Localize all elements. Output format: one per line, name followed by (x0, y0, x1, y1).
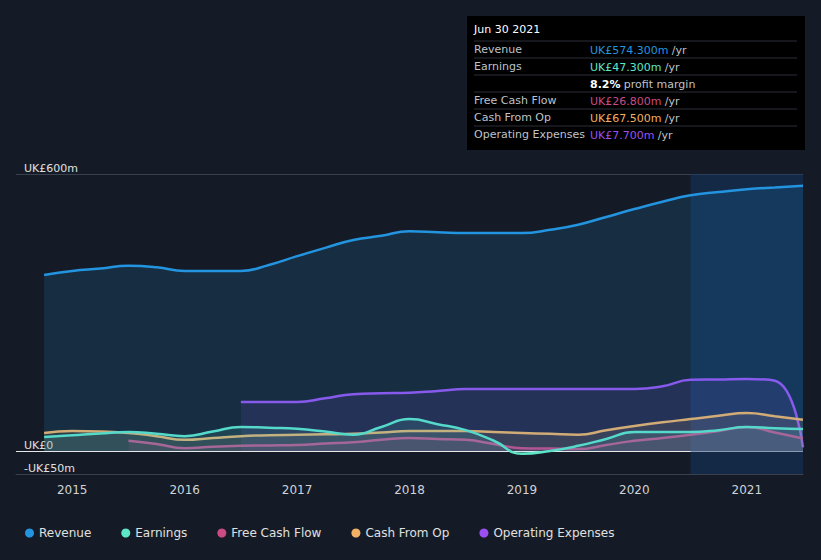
svg-text:2020: 2020 (619, 483, 650, 497)
svg-text:Cash From Op: Cash From Op (365, 526, 449, 540)
svg-text:/yr: /yr (658, 129, 673, 142)
svg-text:Operating Expenses: Operating Expenses (493, 526, 614, 540)
svg-text:/yr: /yr (665, 112, 680, 125)
svg-text:Cash From Op: Cash From Op (474, 111, 551, 124)
svg-text:2018: 2018 (394, 483, 425, 497)
svg-text:Revenue: Revenue (39, 526, 91, 540)
svg-text:8.2%: 8.2% (590, 78, 621, 91)
svg-text:UK£67.500m: UK£67.500m (590, 112, 661, 125)
svg-text:/yr: /yr (665, 95, 680, 108)
svg-text:Revenue: Revenue (474, 43, 522, 56)
svg-text:2017: 2017 (282, 483, 313, 497)
svg-text:UK£47.300m: UK£47.300m (590, 61, 661, 74)
svg-text:UK£0: UK£0 (24, 438, 54, 452)
svg-text:2021: 2021 (732, 483, 763, 497)
svg-text:UK£600m: UK£600m (24, 162, 78, 175)
svg-text:profit margin: profit margin (624, 78, 696, 91)
svg-text:Free Cash Flow: Free Cash Flow (231, 526, 321, 540)
svg-text:2019: 2019 (507, 483, 538, 497)
svg-text:2015: 2015 (57, 483, 88, 497)
svg-text:Jun 30 2021: Jun 30 2021 (473, 23, 540, 36)
svg-text:-UK£50m: -UK£50m (24, 462, 75, 475)
svg-text:UK£26.800m: UK£26.800m (590, 95, 661, 108)
svg-text:/yr: /yr (665, 61, 680, 74)
svg-text:/yr: /yr (672, 44, 687, 57)
svg-text:UK£7.700m: UK£7.700m (590, 129, 654, 142)
svg-text:2016: 2016 (169, 483, 200, 497)
svg-text:Earnings: Earnings (135, 526, 187, 540)
svg-text:UK£574.300m: UK£574.300m (590, 44, 668, 57)
svg-text:Earnings: Earnings (474, 60, 522, 73)
svg-text:Free Cash Flow: Free Cash Flow (474, 94, 557, 107)
svg-text:Operating Expenses: Operating Expenses (474, 128, 585, 141)
